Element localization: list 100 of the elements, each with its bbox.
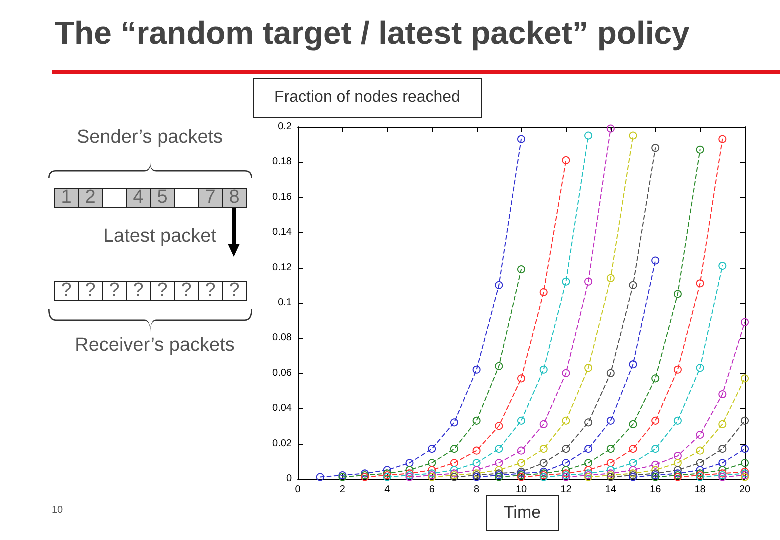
- point: [428, 459, 436, 468]
- box: ?: [103, 281, 127, 301]
- point: [472, 446, 481, 455]
- box: ?: [199, 281, 223, 301]
- y-tick-label: 0.18: [272, 156, 292, 168]
- y-tick-label: 0: [286, 474, 292, 484]
- x-tick-label: 10: [516, 484, 528, 496]
- point: [606, 445, 615, 454]
- point: [696, 466, 704, 474]
- y-tick-label: 0.16: [272, 192, 292, 203]
- text: Latest packet: [103, 226, 217, 248]
- x-tick-label: 4: [384, 484, 391, 496]
- point: [696, 446, 704, 455]
- y-tick-label: 0.06: [272, 368, 292, 379]
- y-tick-label: 0.1: [278, 298, 292, 308]
- x-tick-label: 20: [739, 484, 751, 496]
- point: [674, 416, 682, 425]
- y-tick-label: 0.14: [272, 227, 292, 238]
- point: [584, 132, 593, 140]
- point: [562, 156, 570, 164]
- point: [518, 374, 526, 383]
- x-axis-title: Time: [486, 495, 559, 531]
- point: [652, 445, 660, 454]
- point: [741, 318, 749, 326]
- point: [584, 445, 593, 454]
- y-tick-label: 0.2: [278, 122, 292, 132]
- point: [495, 362, 504, 370]
- point: [518, 446, 526, 455]
- point: [629, 459, 638, 468]
- point: [741, 374, 749, 383]
- point: [428, 445, 436, 454]
- point: [562, 416, 570, 425]
- y-tick-label: 0.04: [272, 403, 292, 414]
- point: [540, 445, 548, 454]
- point: [584, 278, 593, 286]
- point: [606, 124, 615, 133]
- point: [718, 466, 727, 474]
- point: [741, 459, 749, 468]
- box: 2: [79, 188, 103, 208]
- point: [495, 459, 504, 468]
- text: Sender’s packets: [76, 127, 224, 149]
- x-tick-label: 0: [295, 484, 302, 496]
- point: [629, 445, 638, 454]
- point: [518, 459, 526, 468]
- point: [674, 290, 682, 298]
- point: [472, 459, 481, 468]
- point: [406, 459, 414, 468]
- text: 10: [52, 505, 64, 516]
- point: [741, 445, 749, 454]
- point: [584, 418, 593, 427]
- point: [674, 466, 682, 474]
- point: [652, 466, 660, 474]
- point: [472, 466, 481, 474]
- point: [495, 466, 504, 474]
- x-tick-label: 16: [650, 484, 662, 496]
- point: [718, 459, 727, 468]
- box: ?: [127, 281, 151, 301]
- x-tick-label: 8: [474, 484, 480, 496]
- point: [696, 364, 704, 372]
- point: [562, 278, 570, 286]
- y-tick-label: 0.12: [272, 262, 292, 274]
- point: [606, 369, 615, 378]
- point: [718, 135, 727, 144]
- point: [540, 288, 548, 296]
- point: [696, 459, 704, 468]
- chart-title: The “random target / latest packet” policy: [55, 14, 690, 52]
- point: [495, 281, 504, 290]
- x-tick-label: 12: [560, 484, 572, 496]
- point: [741, 416, 749, 425]
- point: [696, 280, 704, 288]
- point: [674, 366, 682, 374]
- point: [718, 390, 727, 399]
- x-tick-label: 18: [694, 484, 706, 496]
- point: [562, 459, 570, 468]
- point: [450, 418, 458, 427]
- point: [606, 274, 615, 282]
- point: [472, 366, 481, 374]
- point: [495, 422, 504, 430]
- point: [718, 262, 727, 270]
- point: [718, 445, 727, 454]
- point: [472, 416, 481, 425]
- point: [629, 360, 638, 369]
- point: [562, 369, 570, 378]
- point: [540, 366, 548, 374]
- point: [629, 466, 638, 474]
- text: Receiver’s packets: [75, 335, 235, 357]
- box: 5: [151, 188, 175, 208]
- box: ?: [175, 281, 199, 301]
- point: [629, 420, 638, 428]
- point: [696, 146, 704, 154]
- box: 8: [223, 188, 247, 208]
- point: [718, 420, 727, 428]
- x-tick-label: 6: [429, 484, 436, 496]
- point: [584, 466, 593, 474]
- point: [406, 466, 414, 474]
- box: ?: [54, 281, 79, 301]
- point: [652, 256, 660, 265]
- point: [540, 459, 548, 468]
- x-tick-label: 2: [340, 484, 346, 496]
- point: [495, 445, 504, 454]
